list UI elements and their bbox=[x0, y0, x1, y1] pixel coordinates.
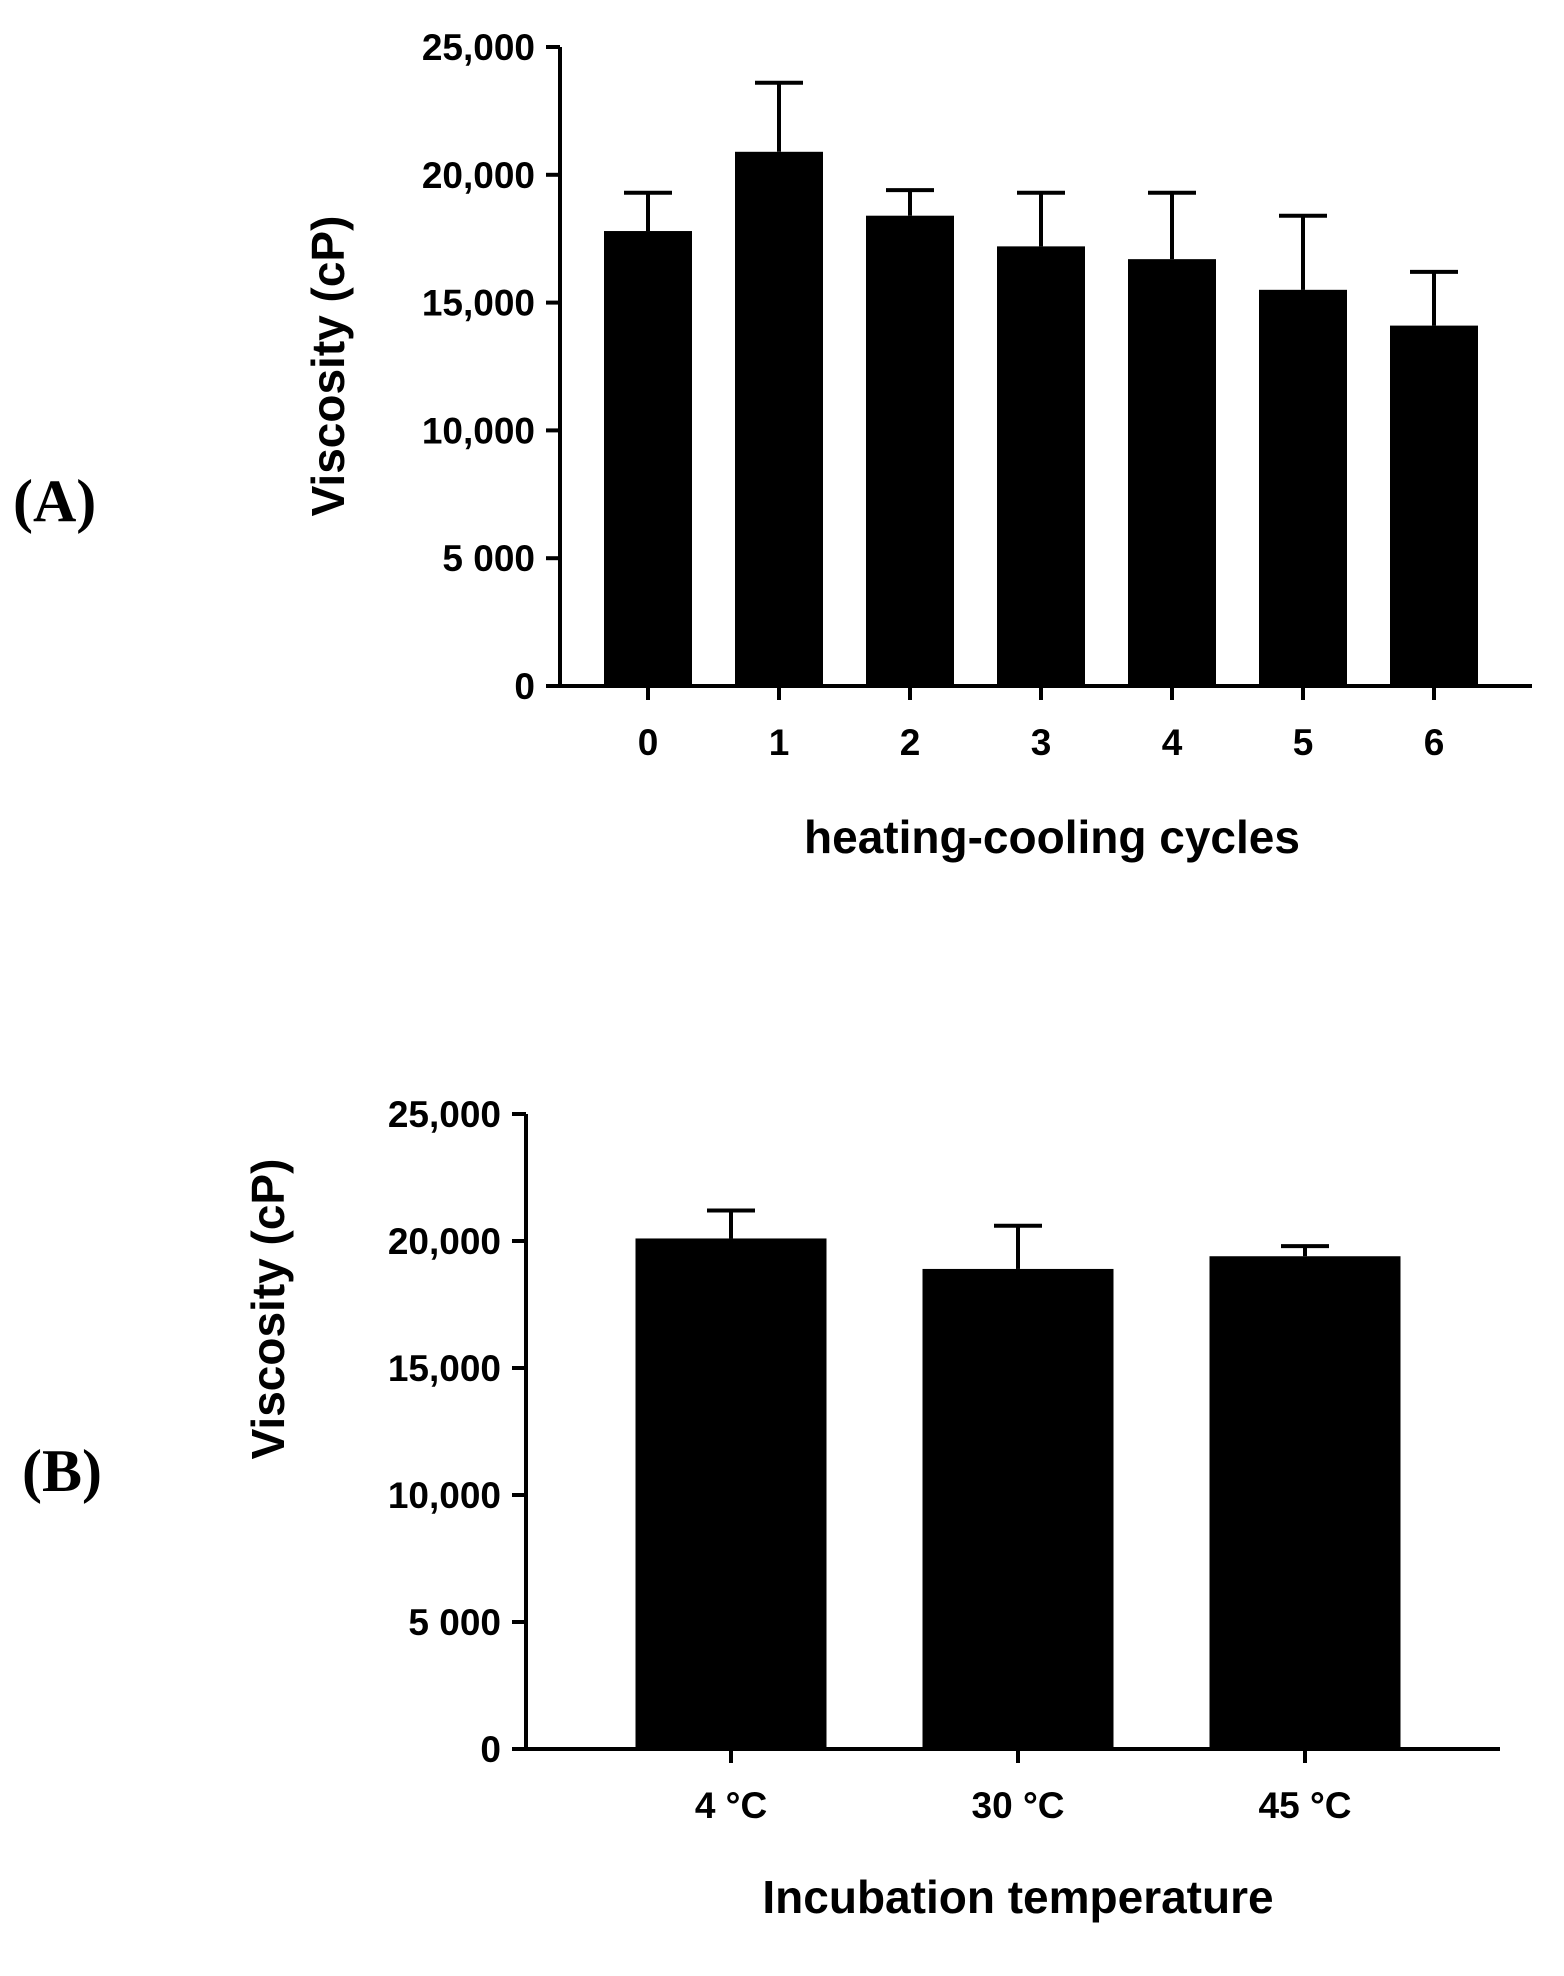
bars-a bbox=[604, 151, 1478, 687]
bar-a bbox=[866, 215, 954, 687]
x-tick-label-a: 6 bbox=[1424, 722, 1445, 763]
y-axis-title-b: Viscosity (cP) bbox=[242, 1159, 294, 1460]
x-tick-label-a: 2 bbox=[900, 722, 921, 763]
x-tick-label-b: 30 °C bbox=[972, 1785, 1065, 1826]
x-axis-title-a: heating-cooling cycles bbox=[804, 811, 1300, 863]
error-bars-b bbox=[707, 1208, 1329, 1269]
y-ticks-b: 0 5 000 10,000 15,000 20,000 25,000 bbox=[388, 1094, 526, 1770]
chart-panel-a: (A) Viscosity (cP) heating-cooling cycle… bbox=[13, 27, 1532, 863]
y-tick-label-a: 5 000 bbox=[442, 538, 535, 579]
bar-a bbox=[735, 151, 823, 686]
panel-label-b: (B) bbox=[22, 1438, 102, 1504]
x-ticks-b: 4 °C 30 °C 45 °C bbox=[695, 1749, 1352, 1826]
y-axis-title-a: Viscosity (cP) bbox=[302, 216, 354, 517]
x-tick-label-a: 0 bbox=[638, 722, 659, 763]
x-tick-label-a: 3 bbox=[1031, 722, 1052, 763]
error-bars-a bbox=[624, 80, 1458, 326]
bar-b bbox=[1209, 1256, 1401, 1749]
y-tick-label-b: 0 bbox=[480, 1729, 501, 1770]
bar-a bbox=[1128, 259, 1216, 686]
y-tick-label-a: 10,000 bbox=[422, 410, 535, 451]
y-tick-label-a: 15,000 bbox=[422, 283, 535, 324]
bar-b bbox=[922, 1268, 1114, 1749]
y-tick-label-b: 10,000 bbox=[388, 1475, 501, 1516]
x-tick-label-b: 45 °C bbox=[1259, 1785, 1352, 1826]
x-tick-label-a: 4 bbox=[1162, 722, 1183, 763]
bars-b bbox=[635, 1238, 1401, 1749]
x-tick-label-a: 1 bbox=[769, 722, 790, 763]
y-tick-label-a: 25,000 bbox=[422, 27, 535, 68]
bar-a bbox=[997, 246, 1085, 687]
bar-b bbox=[635, 1238, 827, 1749]
chart-panel-b: (B) Viscosity (cP) Incubation temperatur… bbox=[22, 1094, 1500, 1923]
x-axis-title-b: Incubation temperature bbox=[762, 1871, 1273, 1923]
y-tick-label-a: 20,000 bbox=[422, 155, 535, 196]
x-tick-label-b: 4 °C bbox=[695, 1785, 767, 1826]
y-tick-label-b: 25,000 bbox=[388, 1094, 501, 1135]
bar-a bbox=[1259, 289, 1347, 686]
panel-label-a: (A) bbox=[13, 468, 96, 534]
x-ticks-a: 0 1 2 3 4 5 6 bbox=[638, 686, 1445, 763]
y-tick-label-b: 15,000 bbox=[388, 1348, 501, 1389]
bar-a bbox=[1390, 325, 1478, 686]
y-tick-label-b: 5 000 bbox=[408, 1602, 501, 1643]
x-tick-label-a: 5 bbox=[1293, 722, 1314, 763]
y-tick-label-a: 0 bbox=[514, 666, 535, 707]
bar-a bbox=[604, 231, 692, 687]
y-tick-label-b: 20,000 bbox=[388, 1221, 501, 1262]
y-ticks-a: 0 5 000 10,000 15,000 20,000 25,000 bbox=[422, 27, 560, 707]
